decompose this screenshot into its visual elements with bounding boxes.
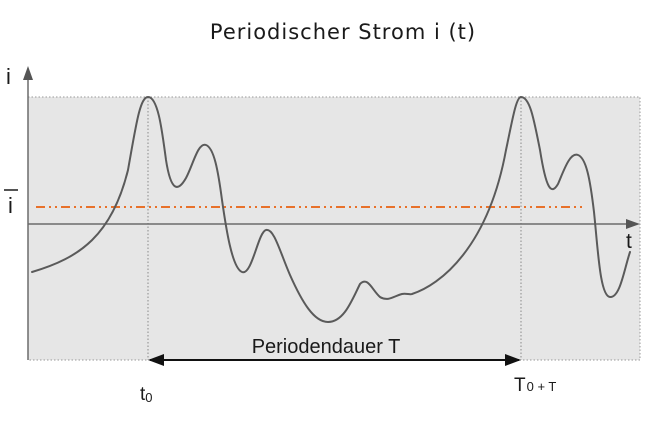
period-arrow-left-head <box>148 354 164 366</box>
t0-label: t0 <box>140 384 153 405</box>
x-axis-label: t <box>626 230 632 253</box>
t0-label-main: t <box>140 384 146 405</box>
periodic-current-curve <box>31 96 631 323</box>
t1-label-main: T <box>514 375 526 396</box>
mean-value-label: i <box>8 193 13 218</box>
t1-label: T0 + T <box>514 375 556 396</box>
y-axis-label: i <box>6 64 11 89</box>
period-arrow-right-head <box>505 354 521 366</box>
diagram-title: Periodischer Strom i (t) <box>210 20 476 44</box>
y-axis-arrowhead <box>23 66 33 80</box>
t1-label-sub: 0 + T <box>527 379 557 394</box>
t0-label-sub: 0 <box>145 390 152 405</box>
x-axis-arrowhead <box>626 219 640 229</box>
period-label: Periodendauer T <box>252 336 401 358</box>
